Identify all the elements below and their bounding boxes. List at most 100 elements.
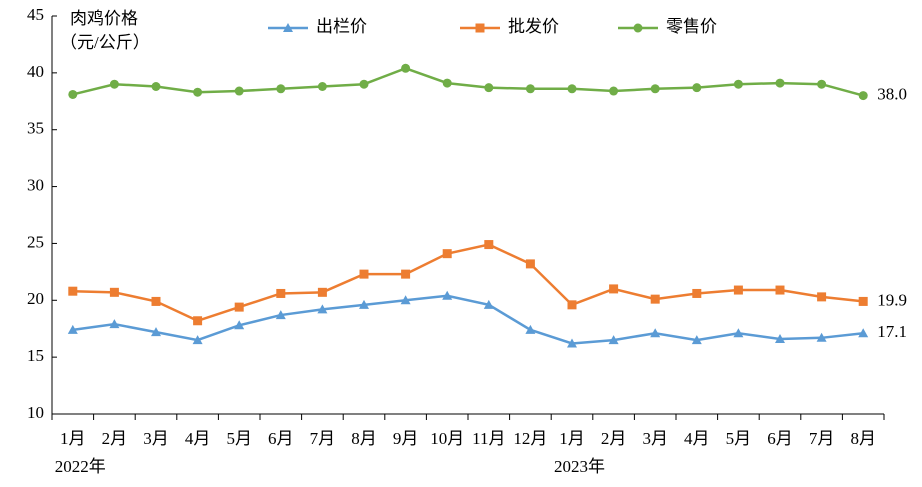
marker — [733, 79, 743, 89]
data-label: 38.0 — [877, 85, 907, 104]
legend-label: 批发价 — [508, 17, 559, 36]
marker — [109, 79, 119, 89]
marker — [193, 316, 203, 326]
x-tick-label: 5月 — [726, 429, 752, 448]
x-tick-label: 11月 — [472, 429, 505, 448]
marker — [401, 269, 411, 279]
x-tick-label: 2月 — [102, 429, 128, 448]
marker — [151, 296, 161, 306]
y-tick-label: 15 — [27, 346, 44, 365]
x-tick-label: 6月 — [268, 429, 294, 448]
y-tick-label: 35 — [27, 119, 44, 138]
marker — [67, 324, 78, 334]
marker — [475, 23, 485, 33]
marker — [858, 91, 868, 101]
marker — [234, 320, 245, 330]
x-tick-label: 9月 — [393, 429, 419, 448]
marker — [609, 86, 619, 96]
marker — [68, 89, 78, 99]
marker — [817, 292, 827, 302]
marker — [442, 78, 452, 88]
x-tick-label: 4月 — [185, 429, 211, 448]
marker — [733, 328, 744, 338]
marker — [608, 335, 619, 345]
y-tick-label: 30 — [27, 175, 44, 194]
marker — [525, 259, 535, 269]
marker — [775, 285, 785, 295]
marker — [775, 78, 785, 88]
data-label: 17.1 — [877, 322, 907, 341]
x-tick-label: 6月 — [767, 429, 793, 448]
marker — [109, 319, 120, 329]
data-label: 19.9 — [877, 290, 907, 309]
x-tick-label: 3月 — [642, 429, 668, 448]
marker — [691, 335, 702, 345]
year-label: 2023年 — [554, 457, 605, 476]
series-line — [72, 294, 864, 345]
x-tick-label: 5月 — [226, 429, 252, 448]
marker — [234, 86, 244, 96]
marker — [359, 79, 369, 89]
marker — [401, 63, 411, 73]
y-tick-label: 25 — [27, 232, 44, 251]
x-tick-label: 1月 — [559, 429, 585, 448]
marker — [609, 284, 619, 294]
x-tick-label: 4月 — [684, 429, 710, 448]
x-tick-label: 10月 — [430, 429, 464, 448]
marker — [234, 302, 244, 312]
marker — [650, 328, 661, 338]
marker — [68, 286, 78, 296]
marker — [525, 324, 536, 334]
y-tick-label: 45 — [27, 5, 44, 24]
marker — [858, 328, 869, 338]
marker — [359, 299, 369, 309]
marker — [317, 287, 327, 297]
legend-label: 零售价 — [666, 17, 717, 36]
marker — [193, 87, 203, 97]
marker — [484, 83, 494, 93]
marker — [633, 23, 643, 33]
series-line — [72, 66, 864, 97]
series-line — [72, 243, 864, 323]
x-tick-label: 1月 — [60, 429, 86, 448]
marker — [775, 333, 785, 343]
marker — [151, 327, 161, 337]
marker — [442, 249, 452, 259]
marker — [817, 79, 827, 89]
marker — [650, 294, 660, 304]
marker — [484, 240, 494, 250]
y-axis-label: （元/公斤） — [60, 33, 150, 52]
y-tick-label: 40 — [27, 62, 44, 81]
x-tick-label: 8月 — [850, 429, 876, 448]
marker — [192, 335, 203, 345]
marker — [400, 295, 411, 305]
marker — [317, 304, 328, 314]
marker — [276, 84, 286, 94]
marker — [483, 299, 494, 309]
marker — [567, 84, 577, 94]
x-tick-label: 2月 — [601, 429, 627, 448]
marker — [442, 290, 453, 300]
legend-label: 出栏价 — [316, 17, 367, 36]
x-tick-label: 12月 — [513, 429, 547, 448]
year-label: 2022年 — [55, 457, 106, 476]
x-tick-label: 8月 — [351, 429, 377, 448]
marker — [567, 338, 577, 348]
marker — [692, 83, 702, 93]
x-tick-label: 7月 — [310, 429, 336, 448]
y-axis-label: 肉鸡价格 — [70, 9, 138, 28]
x-tick-label: 3月 — [143, 429, 169, 448]
marker — [109, 287, 119, 297]
marker — [317, 82, 327, 92]
marker — [692, 288, 702, 298]
marker — [567, 300, 577, 310]
marker — [276, 288, 286, 298]
y-tick-label: 20 — [27, 289, 44, 308]
marker — [650, 84, 660, 94]
x-tick-label: 7月 — [809, 429, 835, 448]
marker — [816, 332, 827, 342]
marker — [275, 310, 286, 320]
marker — [283, 23, 293, 32]
marker — [151, 82, 161, 92]
